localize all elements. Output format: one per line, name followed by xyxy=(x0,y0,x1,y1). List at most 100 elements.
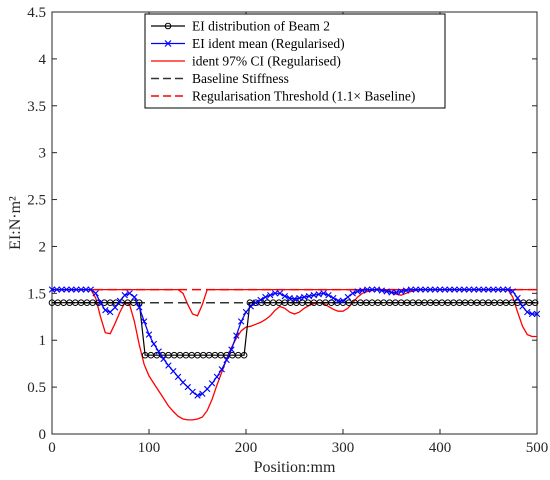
ident-mean-point xyxy=(301,293,308,301)
ident-mean-point xyxy=(359,287,366,294)
ident-mean-point xyxy=(184,383,191,391)
y-tick-label: 2.5 xyxy=(27,193,46,209)
y-tick-label: 0 xyxy=(39,427,47,443)
legend: EI distribution of Beam 2 EI ident mean … xyxy=(144,13,446,109)
x-tick-label: 200 xyxy=(235,440,258,456)
ident-mean-point xyxy=(461,286,468,293)
ident-mean-point xyxy=(111,304,119,311)
legend-box xyxy=(144,13,446,109)
ident-mean-point xyxy=(315,291,322,298)
legend-label-ci: ident 97% CI (Regularised) xyxy=(192,54,341,69)
ident-mean-point xyxy=(354,288,361,295)
ident-mean-point xyxy=(373,286,381,293)
ident-mean-point xyxy=(237,318,245,325)
legend-item-ci: ident 97% CI (Regularised) xyxy=(151,54,341,69)
ident-mean-point xyxy=(504,286,512,293)
ident-mean-point xyxy=(257,296,264,304)
ident-mean-point xyxy=(242,308,250,316)
ident-mean-point xyxy=(131,293,138,301)
ident-mean-point xyxy=(514,294,521,302)
ident-mean-point xyxy=(199,390,206,397)
legend-label-beam: EI distribution of Beam 2 xyxy=(192,19,330,34)
ident-mean-point xyxy=(427,286,434,293)
ident-mean-point xyxy=(422,286,429,293)
ident-mean-point xyxy=(368,286,376,293)
ident-mean-point xyxy=(165,362,172,369)
ident-mean-point xyxy=(436,286,444,293)
ident-mean-point xyxy=(121,292,128,299)
ident-mean-point xyxy=(126,290,133,297)
ident-mean-point xyxy=(465,286,473,293)
ident-mean-point xyxy=(291,295,298,303)
y-tick-label: 4 xyxy=(39,52,47,68)
ident-mean-point xyxy=(233,332,240,339)
ident-mean-point xyxy=(92,290,99,297)
ident-mean-point xyxy=(189,388,196,395)
ident-mean-point xyxy=(480,286,487,293)
legend-symbol-beam xyxy=(151,22,185,30)
ci-line-lower xyxy=(52,288,537,421)
ident-mean-point xyxy=(451,286,458,293)
legend-item-threshold: Regularisation Threshold (1.1× Baseline) xyxy=(151,89,415,104)
y-tick-label: 2 xyxy=(39,239,47,255)
x-tick-label: 500 xyxy=(526,440,549,456)
ident-mean-point xyxy=(174,373,182,380)
ident-mean-point xyxy=(412,286,419,293)
legend-label-ident-mean: EI ident mean (Regularised) xyxy=(192,36,345,51)
ident-mean-point xyxy=(48,286,56,293)
ident-mean-point xyxy=(417,286,424,293)
ident-mean-point xyxy=(490,286,497,293)
ident-mean-point xyxy=(53,286,61,293)
ident-mean-point xyxy=(286,294,293,302)
y-axis-label: EI:N·m² xyxy=(7,196,24,250)
ident-mean-point xyxy=(495,286,502,293)
x-tick-label: 100 xyxy=(138,440,161,456)
x-tick-label: 300 xyxy=(332,440,355,456)
ident-mean-point xyxy=(281,292,288,300)
ident-mean-point xyxy=(68,286,75,293)
ident-mean-point xyxy=(402,287,410,294)
ident-mean-point xyxy=(344,293,352,301)
ident-mean-point xyxy=(325,292,332,299)
ident-mean-point xyxy=(208,380,216,387)
ident-mean-point xyxy=(407,286,415,293)
ident-mean-point xyxy=(296,294,303,302)
ident-mean-point xyxy=(262,293,269,301)
legend-symbol-ident-mean xyxy=(151,40,185,47)
ident-mean-point xyxy=(446,286,453,293)
ident-mean-point xyxy=(388,289,395,296)
beam-point xyxy=(240,351,248,359)
ident-mean-point xyxy=(150,340,158,348)
x-axis-label: Position:mm xyxy=(254,459,336,476)
legend-item-beam: EI distribution of Beam 2 xyxy=(151,19,330,34)
ident-mean-point xyxy=(194,392,201,399)
ident-mean-point xyxy=(82,286,90,293)
ident-mean-point xyxy=(252,299,259,306)
ident-mean-point xyxy=(136,304,143,311)
ident-mean-point xyxy=(63,286,70,293)
legend-label-threshold: Regularisation Threshold (1.1× Baseline) xyxy=(192,89,415,104)
ident-mean-point xyxy=(58,286,65,293)
ident-mean-point xyxy=(179,379,187,386)
ident-mean-point xyxy=(247,303,255,310)
ident-mean-point xyxy=(470,286,478,293)
series-ci xyxy=(52,288,537,421)
y-tick-label: 0.5 xyxy=(27,380,46,396)
ident-mean-point xyxy=(431,286,439,293)
y-tick-label: 1.5 xyxy=(27,286,46,302)
ident-mean-point xyxy=(533,310,541,318)
ident-mean-point xyxy=(364,286,371,293)
ident-mean-point xyxy=(77,286,85,293)
legend-item-ident-mean: EI ident mean (Regularised) xyxy=(151,36,345,51)
ident-mean-point xyxy=(339,297,347,305)
series-beam xyxy=(48,299,539,359)
ident-mean-point xyxy=(330,294,337,302)
series-layer xyxy=(48,286,541,421)
ident-mean-point xyxy=(97,299,104,306)
y-tick-label: 3 xyxy=(39,146,47,162)
legend-items: EI distribution of Beam 2 EI ident mean … xyxy=(151,19,415,104)
x-tick-label: 0 xyxy=(48,440,56,456)
ident-mean-point xyxy=(499,286,507,293)
ident-mean-point xyxy=(228,346,235,353)
